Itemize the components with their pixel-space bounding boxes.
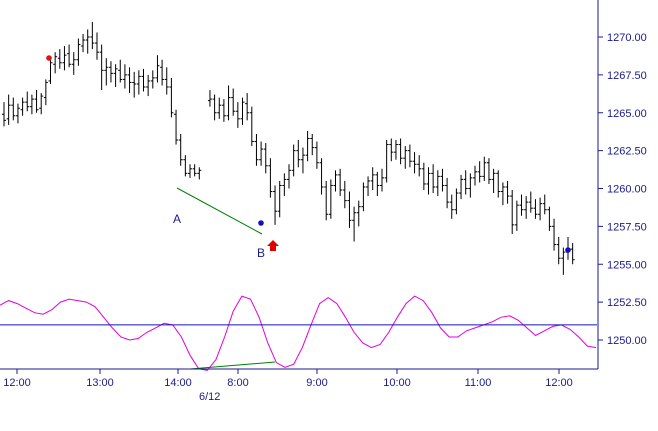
x-axis-ticks: 12:00 13:00 14:00 8:00 9:00 10:00 11:00 12:00 <box>3 369 573 389</box>
y-tick-label: 1267.50 <box>607 70 647 82</box>
x-tick-label: 14:00 <box>164 377 192 389</box>
annotation-b: B <box>257 246 265 260</box>
x-tick-label: 13:00 <box>86 377 114 389</box>
blue-dot-marker-b <box>258 220 264 226</box>
x-tick-label: 10:00 <box>383 377 411 389</box>
y-tick-label: 1265.00 <box>607 108 647 120</box>
y-tick-label: 1270.00 <box>607 32 647 44</box>
y-axis-ticks: 1270.00 1267.50 1265.00 1262.50 1260.00 1257.… <box>598 32 647 347</box>
x-tick-label: 8:00 <box>227 377 248 389</box>
y-tick-label: 1257.50 <box>607 221 647 233</box>
red-up-arrow-icon <box>267 240 279 251</box>
annotations: A B <box>46 55 571 370</box>
date-label: 6/12 <box>199 391 220 403</box>
x-tick-label: 12:00 <box>3 377 31 389</box>
y-tick-label: 1260.00 <box>607 184 647 196</box>
y-tick-label: 1255.00 <box>607 259 647 271</box>
oscillator-line <box>0 295 597 371</box>
trendline-price <box>176 187 263 235</box>
x-tick-label: 9:00 <box>306 377 327 389</box>
y-tick-label: 1262.50 <box>607 146 647 158</box>
trendline-oscillator <box>189 361 276 370</box>
axes: 1270.00 1267.50 1265.00 1262.50 1260.00 1257.… <box>0 0 647 403</box>
annotation-a: A <box>173 212 181 226</box>
blue-dot-marker-right <box>565 247 571 253</box>
y-tick-label: 1252.50 <box>607 297 647 309</box>
x-tick-label: 11:00 <box>465 377 492 389</box>
oscillator-layer <box>0 295 597 371</box>
ohlc-bars <box>2 21 575 275</box>
y-tick-label: 1250.00 <box>607 335 647 347</box>
x-tick-label: 12:00 <box>545 377 573 389</box>
red-dot-marker <box>46 55 52 61</box>
